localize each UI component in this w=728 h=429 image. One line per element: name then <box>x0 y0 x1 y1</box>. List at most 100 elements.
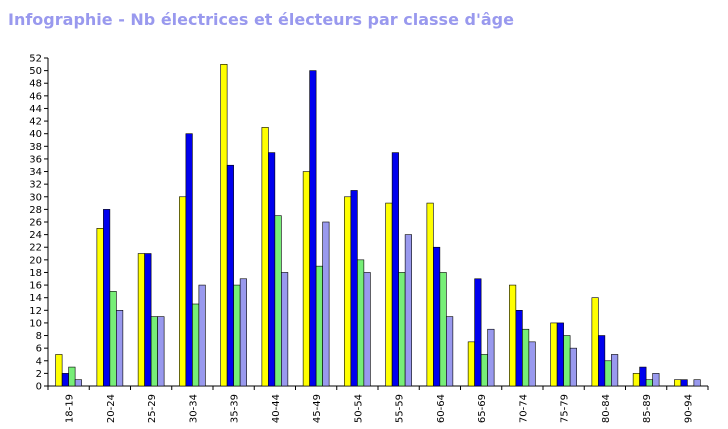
bar <box>233 284 241 387</box>
y-tick-label: 28 <box>29 205 42 216</box>
bar <box>268 152 276 387</box>
bar <box>398 272 406 387</box>
x-tick-label: 90-94 <box>683 394 694 423</box>
bar <box>185 133 193 387</box>
y-tick-label: 34 <box>29 167 42 178</box>
y-tick-label: 10 <box>29 318 42 329</box>
bar <box>652 373 660 387</box>
bar <box>598 335 606 387</box>
bar <box>302 171 310 387</box>
bar <box>61 373 69 387</box>
y-tick-label: 36 <box>29 154 42 165</box>
bar <box>604 360 612 387</box>
bar <box>680 379 688 387</box>
bar <box>522 328 530 387</box>
chart-title: Infographie - Nb électrices et électeurs… <box>8 10 514 29</box>
bar <box>357 259 365 387</box>
bar <box>515 310 523 387</box>
bar <box>150 316 158 387</box>
y-tick-label: 42 <box>29 117 42 128</box>
x-tick-label: 45-49 <box>312 394 323 423</box>
y-tick-label: 50 <box>29 66 42 77</box>
bar <box>632 373 640 387</box>
y-tick-label: 18 <box>29 268 42 279</box>
bar <box>645 379 653 387</box>
bar <box>467 341 475 387</box>
bar <box>116 310 124 387</box>
bar <box>591 297 599 387</box>
bar <box>474 278 482 387</box>
x-tick-label: 35-39 <box>230 394 241 423</box>
bar <box>315 265 323 387</box>
x-tick-label: 40-44 <box>271 394 282 423</box>
bar <box>261 127 269 387</box>
y-tick-label: 38 <box>29 142 42 153</box>
bar <box>639 366 647 387</box>
bar <box>404 234 412 387</box>
bar <box>674 379 682 387</box>
y-tick-label: 4 <box>36 356 42 367</box>
bar <box>96 228 104 387</box>
bar <box>74 379 82 387</box>
bar <box>426 202 434 387</box>
bar <box>487 328 495 387</box>
bar <box>322 221 330 387</box>
y-tick-label: 48 <box>29 79 42 90</box>
y-tick-label: 44 <box>29 104 42 115</box>
bar <box>385 202 393 387</box>
x-tick-label: 18-19 <box>65 394 76 423</box>
y-tick-label: 2 <box>36 369 42 380</box>
x-tick-label: 55-59 <box>395 394 406 423</box>
x-tick-label: 30-34 <box>188 394 199 423</box>
bar <box>109 291 117 387</box>
bar <box>433 246 441 387</box>
bar <box>157 316 165 387</box>
bar <box>220 64 228 387</box>
y-tick-label: 24 <box>29 230 42 241</box>
bar <box>528 341 536 387</box>
bar <box>309 70 317 387</box>
y-tick-label: 52 <box>29 54 42 65</box>
bar <box>391 152 399 387</box>
x-tick-label: 65-69 <box>477 394 488 423</box>
x-tick-label: 60-64 <box>436 394 447 423</box>
bar <box>55 354 63 387</box>
x-tick-label: 75-79 <box>560 394 571 423</box>
x-tick-label: 20-24 <box>106 394 117 423</box>
y-tick-label: 14 <box>29 293 42 304</box>
bar <box>226 164 234 387</box>
y-tick-label: 12 <box>29 306 42 317</box>
bar <box>344 196 352 387</box>
bar <box>569 347 577 387</box>
x-tick-label: 50-54 <box>353 394 364 423</box>
bar <box>68 366 76 387</box>
y-tick-label: 26 <box>29 218 42 229</box>
x-tick-label: 70-74 <box>518 394 529 423</box>
bar <box>103 209 111 387</box>
bar <box>550 322 558 387</box>
y-tick-label: 20 <box>29 255 42 266</box>
y-tick-label: 6 <box>36 344 42 355</box>
bar <box>509 284 517 387</box>
bar <box>274 215 282 387</box>
bar <box>363 272 371 387</box>
x-tick-label: 80-84 <box>601 394 612 423</box>
bar <box>137 253 145 387</box>
bar <box>192 303 200 387</box>
bar <box>693 379 701 387</box>
bar <box>446 316 454 387</box>
bar <box>179 196 187 387</box>
bar <box>439 272 447 387</box>
y-tick-label: 40 <box>29 129 42 140</box>
y-tick-label: 46 <box>29 91 42 102</box>
bar <box>556 322 564 387</box>
bar <box>350 190 358 387</box>
bar <box>198 284 206 387</box>
y-tick-label: 0 <box>36 382 42 393</box>
y-tick-label: 30 <box>29 192 42 203</box>
x-tick-label: 25-29 <box>147 394 158 423</box>
y-tick-label: 22 <box>29 243 42 254</box>
bar <box>239 278 247 387</box>
x-tick-label: 85-89 <box>642 394 653 423</box>
